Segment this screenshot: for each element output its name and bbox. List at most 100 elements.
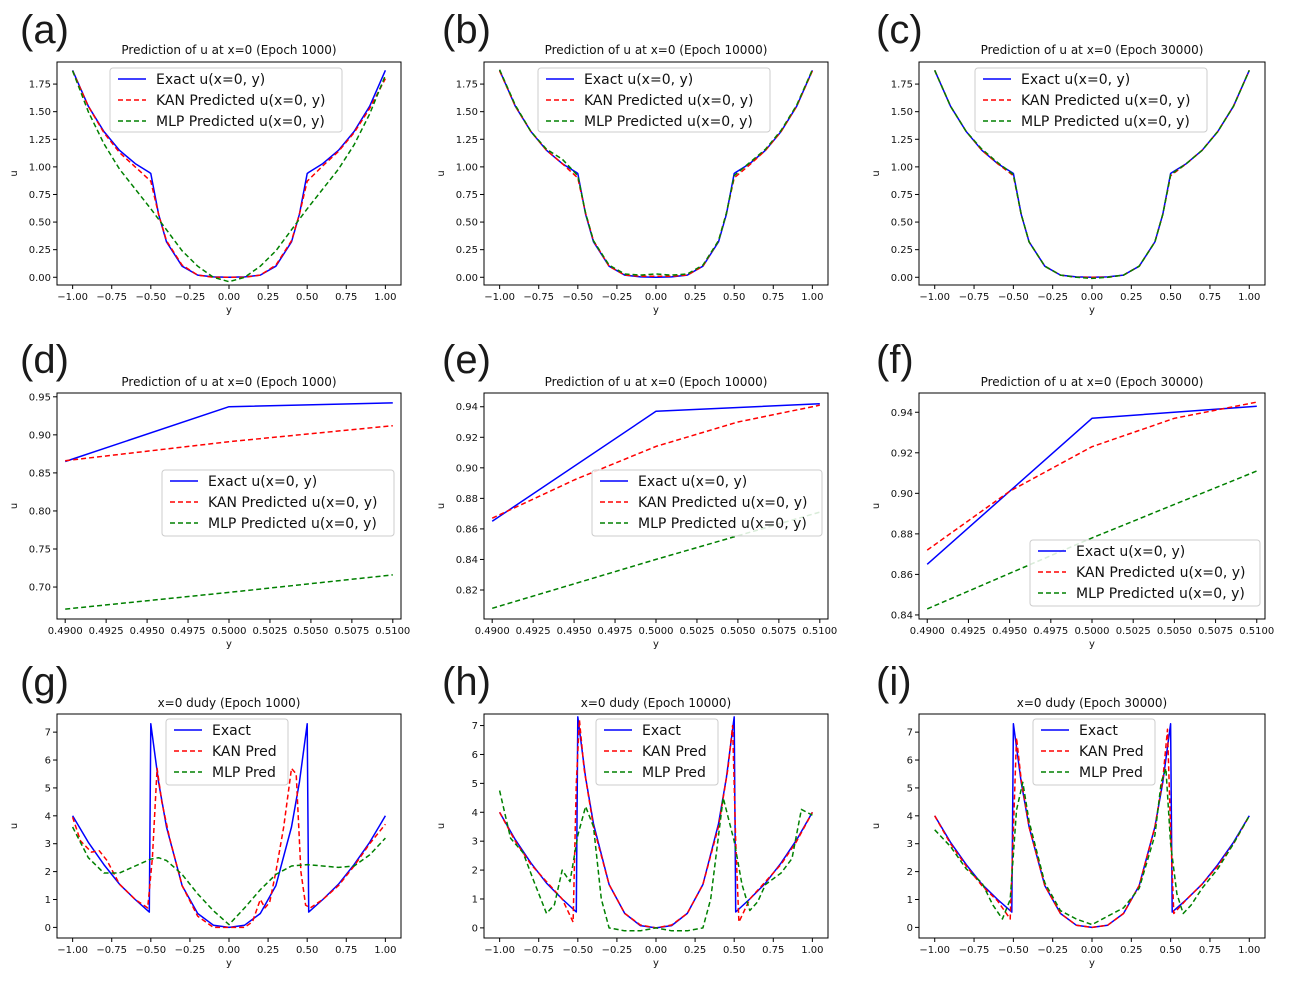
series-line-exact xyxy=(926,405,1257,565)
y-axis-label: u xyxy=(436,503,447,509)
panel-label-a: (a) xyxy=(20,8,69,52)
chart-title: Prediction of u at x=0 (Epoch 10000) xyxy=(545,43,768,57)
series-line-mlp xyxy=(65,574,393,610)
legend-entry-exact: Exact u(x=0, y) xyxy=(156,72,265,88)
x-tick-label: 0.4975 xyxy=(171,626,206,637)
x-tick-label: −0.25 xyxy=(175,292,206,303)
x-tick-label: 0.00 xyxy=(218,945,240,956)
x-axis-label: y xyxy=(1089,958,1095,969)
x-tick-label: 1.00 xyxy=(801,292,823,303)
chart-h: x=0 dudy (Epoch 10000) −1.00 −0.75 −0.50 −0.… xyxy=(436,696,829,969)
y-axis-label: u xyxy=(9,823,20,829)
y-tick-label: 3 xyxy=(907,839,913,850)
legend-entry-mlp: MLP Predicted u(x=0, y) xyxy=(1021,114,1190,130)
plot-area xyxy=(71,723,387,929)
y-axis-label: u xyxy=(871,823,882,829)
y-tick-label: 0 xyxy=(907,923,913,934)
x-tick-label: 0.5100 xyxy=(375,626,410,637)
x-tick-label: 0.4950 xyxy=(557,626,592,637)
y-tick-label: 0.50 xyxy=(456,218,478,229)
x-tick-label: 0.5000 xyxy=(1075,626,1110,637)
y-tick-label: 1.50 xyxy=(29,107,51,118)
legend-box xyxy=(595,718,719,786)
x-tick-label: 0.50 xyxy=(723,292,745,303)
x-tick-label: 0.4950 xyxy=(130,626,165,637)
plot-area xyxy=(934,723,1250,929)
y-tick-label: 0.94 xyxy=(891,408,913,419)
legend-entry-kan: KAN Predicted u(x=0, y) xyxy=(208,495,378,511)
x-tick-label: 1.00 xyxy=(374,292,396,303)
y-tick-label: 6 xyxy=(472,750,478,761)
y-tick-label: 0 xyxy=(45,923,51,934)
x-tick-label: 0.75 xyxy=(762,945,784,956)
x-tick-label: 0.00 xyxy=(1081,292,1103,303)
x-tick-label: 0.4950 xyxy=(992,626,1027,637)
legend: Exact KAN Pred MLP Pred xyxy=(595,718,719,786)
series-line-kan xyxy=(934,728,1250,929)
x-tick-label: −0.50 xyxy=(562,945,593,956)
chart-title: Prediction of u at x=0 (Epoch 1000) xyxy=(121,375,336,389)
x-tick-label: 0.4925 xyxy=(516,626,551,637)
legend: Exact u(x=0, y) KAN Predicted u(x=0, y) ML… xyxy=(537,67,771,133)
chart-e: Prediction of u at x=0 (Epoch 10000) 0.49… xyxy=(436,375,837,650)
x-tick-label: −0.75 xyxy=(959,945,990,956)
legend-entry-kan: KAN Pred xyxy=(212,744,277,760)
y-axis-label: u xyxy=(871,503,882,509)
chart-c: Prediction of u at x=0 (Epoch 30000) −1.0… xyxy=(871,43,1266,316)
x-axis-label: y xyxy=(653,639,659,650)
legend-entry-kan: KAN Pred xyxy=(642,744,707,760)
chart-title: x=0 dudy (Epoch 30000) xyxy=(1017,696,1167,710)
x-tick-label: 1.00 xyxy=(1238,945,1260,956)
x-tick-label: 0.5100 xyxy=(802,626,837,637)
x-tick-label: 0.5000 xyxy=(639,626,674,637)
legend-entry-exact: Exact u(x=0, y) xyxy=(1021,72,1130,88)
y-tick-label: 7 xyxy=(45,728,51,739)
x-tick-label: −0.25 xyxy=(1037,945,1068,956)
y-tick-label: 5 xyxy=(472,779,478,790)
legend-box xyxy=(1032,718,1156,786)
panel-label-f: (f) xyxy=(876,338,914,382)
legend: Exact KAN Pred MLP Pred xyxy=(165,718,289,786)
y-tick-label: 0.88 xyxy=(891,529,913,540)
y-tick-label: 0.75 xyxy=(29,544,51,555)
legend-box xyxy=(591,469,823,537)
y-tick-label: 1.75 xyxy=(891,80,913,91)
legend-box xyxy=(109,67,343,133)
y-tick-label: 0.94 xyxy=(456,402,478,413)
series-line-exact xyxy=(64,402,393,463)
y-tick-label: 0.90 xyxy=(29,430,51,441)
x-tick-label: 0.5075 xyxy=(1198,626,1233,637)
y-tick-label: 4 xyxy=(472,808,478,819)
x-axis-label: y xyxy=(226,958,232,969)
x-tick-label: 0.5025 xyxy=(1116,626,1151,637)
x-tick-label: −0.50 xyxy=(135,292,166,303)
series-line-kan xyxy=(65,424,393,462)
x-tick-label: −0.75 xyxy=(96,945,127,956)
legend: Exact u(x=0, y) KAN Predicted u(x=0, y) ML… xyxy=(161,469,395,537)
x-tick-label: 0.25 xyxy=(684,945,706,956)
x-tick-label: 0.50 xyxy=(296,292,318,303)
x-tick-label: −0.50 xyxy=(998,292,1029,303)
y-tick-label: 4 xyxy=(45,811,51,822)
x-tick-label: −1.00 xyxy=(484,292,515,303)
plot-area xyxy=(926,401,1258,610)
legend-box xyxy=(1029,539,1261,607)
legend-entry-exact: Exact xyxy=(642,723,681,739)
y-tick-label: 0.75 xyxy=(891,190,913,201)
panel-label-i: (i) xyxy=(876,660,912,704)
y-tick-label: 1.25 xyxy=(891,135,913,146)
x-tick-label: 0.50 xyxy=(1160,945,1182,956)
x-tick-label: −0.25 xyxy=(602,292,633,303)
x-tick-label: 0.00 xyxy=(645,292,667,303)
y-tick-label: 0.90 xyxy=(891,489,913,500)
y-axis-label: u xyxy=(9,503,20,509)
x-tick-label: 0.25 xyxy=(257,292,279,303)
legend-box xyxy=(974,67,1208,133)
series-line-kan xyxy=(498,70,814,277)
x-tick-label: −1.00 xyxy=(484,945,515,956)
x-axis-label: y xyxy=(653,958,659,969)
legend-entry-mlp: MLP Pred xyxy=(1079,765,1143,781)
panel-label-e: (e) xyxy=(442,338,491,382)
chart-g: x=0 dudy (Epoch 1000) −1.00 −0.75 −0.50 −0.2… xyxy=(9,696,402,969)
x-tick-label: 0.5000 xyxy=(212,626,247,637)
